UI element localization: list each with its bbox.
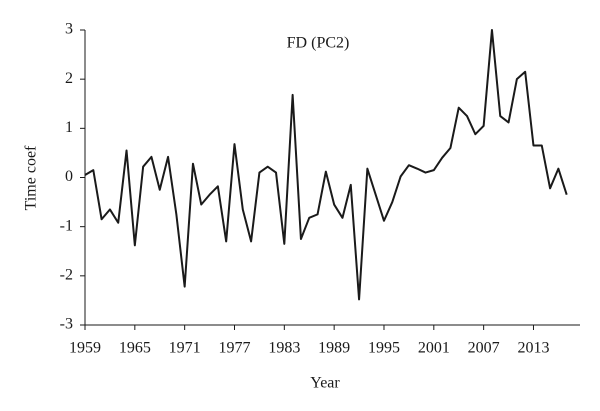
y-tick-label: 2: [65, 70, 73, 87]
chart-title: FD (PC2): [287, 35, 350, 52]
x-tick-label: 2013: [517, 340, 549, 357]
x-tick-label: 1971: [169, 340, 201, 357]
x-tick-label: 1977: [218, 340, 250, 357]
x-tick-label: 1989: [318, 340, 350, 357]
y-tick-label: 1: [65, 119, 73, 136]
x-tick-label: 1959: [69, 340, 101, 357]
y-tick-label: 3: [65, 21, 73, 38]
y-tick-label: -3: [60, 316, 73, 333]
y-tick-label: -2: [60, 267, 73, 284]
x-tick-label: 2007: [468, 340, 500, 357]
x-tick-label: 1995: [368, 340, 400, 357]
y-tick-label: 0: [65, 168, 73, 185]
x-tick-label: 1965: [119, 340, 151, 357]
x-tick-label: 1983: [268, 340, 300, 357]
data-line: [84, 29, 568, 301]
y-axis-label: Time coef: [23, 145, 40, 210]
x-tick-label: 2001: [418, 340, 450, 357]
x-axis-label: Year: [310, 375, 340, 392]
y-tick-label: -1: [60, 217, 73, 234]
